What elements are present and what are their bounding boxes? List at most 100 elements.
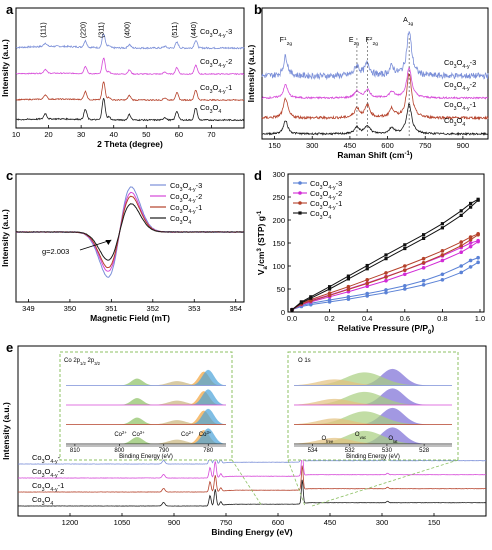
isotherm-legend-label: Co3O4 [310, 209, 331, 221]
isotherm-point [421, 256, 426, 261]
xps-inset-annotation: Co2+ [181, 430, 194, 439]
epr-xtick-label: 352 [147, 304, 160, 313]
isotherm-point [421, 266, 426, 270]
isotherm-point [468, 235, 473, 239]
epr-xtick-label: 349 [22, 304, 35, 313]
xps-inset-component-peak [66, 400, 226, 405]
isotherm-point [440, 278, 445, 282]
xrd-series-label: Co3O4-y-3 [200, 27, 232, 39]
xps-inset-component-peak [66, 378, 226, 386]
xps-inset-title: Co 2p1/2 2p3/2 [64, 358, 101, 366]
panel-c-letter: c [6, 168, 13, 183]
xps-xtick-label: 450 [324, 518, 337, 527]
xps-inset-annotation: Co3+ [199, 430, 212, 439]
raman-peak-label: F22g [365, 36, 378, 47]
isotherm-point [476, 260, 480, 265]
isotherm-legend-label: Co3O4-y-3 [310, 179, 342, 191]
isotherm-point [299, 300, 303, 304]
xps-inset-component-peak [66, 420, 226, 425]
panel-c-frame [15, 173, 245, 303]
raman-xlabel: Raman Shift (cm-1) [337, 150, 412, 160]
panel-e: e Co3O4-y-3 Co3O4-y-2 Co3O4-y-1 Co3O4 1200 105… [1, 340, 487, 537]
isotherm-point [346, 287, 351, 292]
xrd-series-label: Co3O4-y-2 [200, 57, 232, 69]
xps-inset-title: O 1s [298, 358, 311, 364]
xps-inset-component-peak [66, 381, 226, 386]
epr-legend-label: Co3O4 [170, 214, 191, 226]
xrd-peak-label: (400) [124, 22, 131, 38]
isotherm-point [440, 226, 444, 230]
xps-inset-component-peak [294, 379, 452, 386]
xps-series-label: Co3O4-y-1 [32, 481, 64, 493]
xrd-peak-label: (311) [99, 22, 106, 38]
xrd-xtick-label: 10 [12, 130, 20, 139]
isotherm-legend-label: Co3O4-y-1 [310, 199, 342, 211]
xrd-xtick-label: 20 [44, 130, 52, 139]
isotherm-point [384, 271, 388, 275]
isotherm-point [459, 270, 464, 275]
epr-legend-label: Co3O4-y-1 [170, 203, 202, 215]
xps-inset-tick-label: 800 [114, 448, 125, 454]
isotherm-point [403, 283, 407, 288]
xrd-xtick-label: 30 [77, 130, 85, 139]
xps-inset-component-peak [66, 439, 226, 444]
epr-legend-label: Co3O4-y-3 [170, 181, 202, 193]
xps-inset-tick-label: 532 [345, 448, 356, 454]
isotherm-point [440, 222, 444, 226]
isotherm-point [468, 265, 473, 269]
isotherm-point [328, 285, 332, 289]
epr-arrow-line [79, 239, 112, 251]
xrd-line [15, 81, 245, 102]
xps-xtick-label: 600 [272, 518, 285, 527]
epr-xtick-label: 353 [188, 304, 201, 313]
panel-b: b Co3O4-y-3 Co3O4-y-2 Co3O4-y-1 Co3O4 F12g E2g… [246, 2, 489, 160]
xps-inset-tick-label: 780 [203, 448, 214, 454]
panel-a-frame [15, 7, 245, 129]
xps-survey-line [17, 479, 487, 507]
raman-series-label: Co3O4-y-3 [444, 58, 476, 70]
xps-inset-annotation: Olat [388, 436, 398, 444]
xps-survey-line [17, 451, 487, 479]
xrd-peak-label: (220) [80, 22, 87, 38]
isotherm-legend-marker [298, 211, 302, 215]
xps-inset-tick-label: 530 [382, 448, 393, 454]
isotherm-xtick-label: 0.8 [437, 314, 447, 323]
isotherm-point [468, 258, 473, 263]
raman-line [261, 72, 489, 121]
xps-inset-component-peak [294, 430, 452, 444]
xps-inset-component-peak [66, 417, 226, 425]
panel-a: a Co3O4-y-3 Co3O4-y-2 Co3O4-y-1 Co3O4 (111) (2… [0, 2, 245, 149]
xps-inset-tick-label: 790 [159, 448, 170, 454]
epr-line [15, 203, 245, 261]
isotherm-point [476, 255, 480, 260]
epr-xtick-label: 354 [229, 304, 242, 313]
panel-b-letter: b [254, 2, 262, 17]
xrd-peak-label: (111) [40, 22, 47, 37]
xrd-ylabel: Intensity (a.u.) [0, 39, 10, 97]
xps-inset-xlabel: Binding Energy (eV) [346, 454, 400, 460]
xrd-xtick-label: 50 [142, 130, 150, 139]
xps-survey-line [17, 437, 487, 465]
xps-inset-component-peak [294, 411, 452, 425]
isotherm-point [403, 268, 407, 272]
xrd-xtick-label: 60 [175, 130, 183, 139]
raman-peak-label: E2g [349, 37, 359, 47]
xps-inset-component-peak [294, 391, 452, 405]
raman-xtick-label: 150 [268, 141, 281, 150]
xrd-xtick-label: 70 [207, 130, 215, 139]
xps-series-label: Co3O4 [32, 495, 53, 507]
isotherm-point [384, 253, 388, 257]
panel-a-letter: a [6, 2, 14, 17]
isotherm-point [459, 213, 463, 217]
isotherm-ylabel: Va/cm3 (STP) g-1 [256, 210, 269, 275]
xps-inset-component-peak [294, 418, 452, 425]
isotherm-point [365, 281, 370, 286]
isotherm-point [468, 241, 473, 245]
isotherm-point [422, 236, 426, 240]
xps-inset-annotation: Co3+ [132, 430, 145, 439]
isotherm-point [327, 291, 332, 295]
xps-inset-component-peak [294, 398, 452, 405]
isotherm-point [403, 243, 407, 247]
xrd-xlabel: 2 Theta (degree) [97, 139, 163, 149]
isotherm-xtick-label: 0.4 [362, 314, 372, 323]
